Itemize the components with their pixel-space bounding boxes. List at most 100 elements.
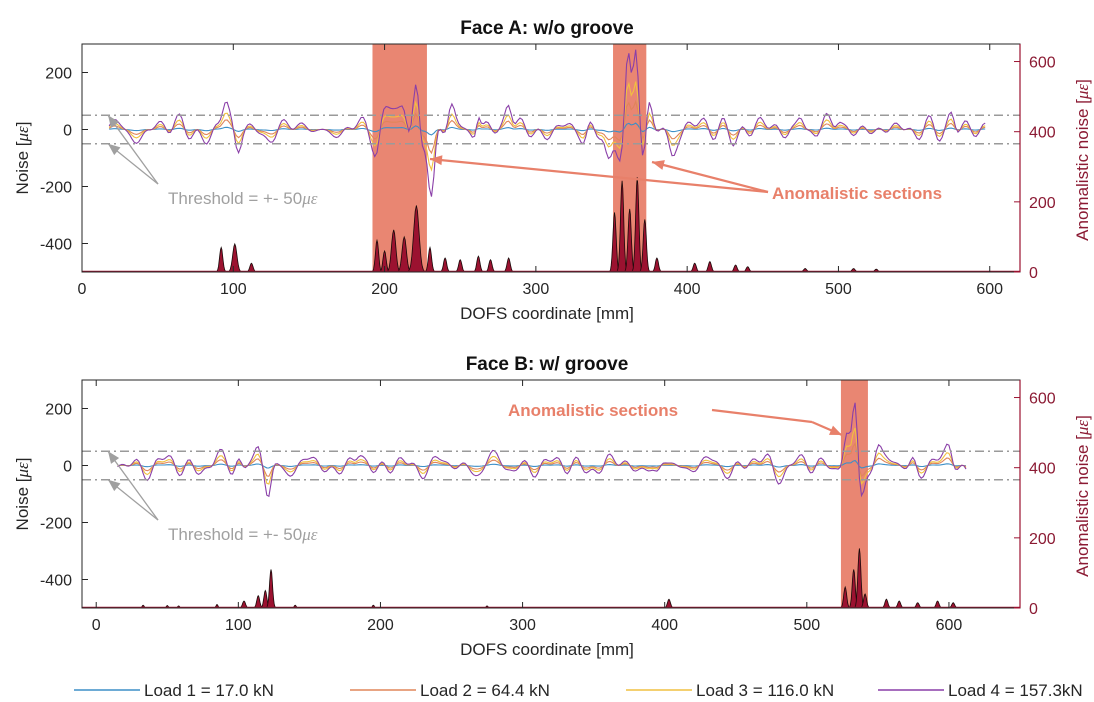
chart-title: Face A: w/o groove xyxy=(460,18,634,39)
series-line-load-4 xyxy=(117,402,967,498)
anomaly-peak xyxy=(245,262,257,272)
x-tick-label: 100 xyxy=(225,617,252,634)
x-axis-label: DOFS coordinate [mm] xyxy=(460,640,634,659)
x-tick-label: 0 xyxy=(78,281,87,298)
legend-label-load-2: Load 2 = 64.4 kN xyxy=(420,681,550,700)
y-tick-label: 0 xyxy=(63,459,72,476)
x-tick-label: 600 xyxy=(936,617,963,634)
threshold-annotation-text: Threshold = +- 50 xyxy=(168,189,302,208)
x-axis-label: DOFS coordinate [mm] xyxy=(460,304,634,323)
x-tick-label: 500 xyxy=(825,281,852,298)
panel-face-b: 0 100 200 300 400 500 600 200 0 -200 -400 600 400 200… xyxy=(13,354,1092,659)
series-line-load-3 xyxy=(108,81,986,172)
y-tick-label: -400 xyxy=(40,237,72,254)
y2-tick-label: 600 xyxy=(1029,391,1056,408)
x-tick-label: 200 xyxy=(371,281,398,298)
anomaly-area-series xyxy=(139,548,959,608)
x-tick-label: 500 xyxy=(793,617,820,634)
y2-tick-label: 200 xyxy=(1029,531,1056,548)
anomaly-peak xyxy=(454,258,466,272)
series-line-load-4 xyxy=(108,49,986,197)
x-tick-label: 0 xyxy=(92,617,101,634)
y2-axis-label: Anomalistic noise [με] xyxy=(1073,79,1092,241)
anomalistic-sections-label: Anomalistic sections xyxy=(508,401,678,420)
y-tick-label: 200 xyxy=(45,66,72,83)
y-tick-label: 200 xyxy=(45,402,72,419)
threshold-annotation: Threshold = +- 50με xyxy=(168,189,318,208)
chart-title: Face B: w/ groove xyxy=(466,354,629,375)
anomaly-peak xyxy=(689,262,701,272)
anomaly-arrow-2-head xyxy=(652,160,665,170)
y-tick-label: -200 xyxy=(40,180,72,197)
anomaly-peak xyxy=(704,260,716,272)
y2-axis-label-unit: με xyxy=(1073,420,1092,437)
legend-label-load-4: Load 4 = 157.3kN xyxy=(948,681,1083,700)
anomaly-peak xyxy=(651,257,663,272)
legend-label-load-1: Load 1 = 17.0 kN xyxy=(144,681,274,700)
x-tick-label: 400 xyxy=(674,281,701,298)
anomaly-arrow-segment xyxy=(711,408,813,424)
y2-tick-label: 200 xyxy=(1029,195,1056,212)
threshold-annotation: Threshold = +- 50με xyxy=(168,525,318,544)
x-tick-label: 100 xyxy=(220,281,247,298)
anomaly-peak xyxy=(215,246,227,272)
y2-tick-label: 600 xyxy=(1029,55,1056,72)
panel-face-a: 0 100 200 300 400 500 600 200 0 -200 -400 600 400 200… xyxy=(13,18,1092,323)
x-tick-label: 300 xyxy=(509,617,536,634)
y-axis-label-text: Noise [ xyxy=(13,141,32,194)
y2-axis-label-end: ] xyxy=(1073,415,1092,420)
y-tick-label: -400 xyxy=(40,573,72,590)
y-tick-label: 0 xyxy=(63,123,72,140)
legend: Load 1 = 17.0 kN Load 2 = 64.4 kN Load 3 =… xyxy=(74,681,1083,700)
y-axis-label: Noise [με] xyxy=(13,458,32,531)
anomaly-peak xyxy=(881,598,892,608)
y2-axis-label-text: Anomalistic noise [ xyxy=(1073,435,1092,577)
y-axis-label-text: Noise [ xyxy=(13,477,32,530)
anomaly-arrow-1 xyxy=(429,157,769,194)
threshold-arrow-lower-head xyxy=(108,143,121,156)
y-axis-label-end: ] xyxy=(13,458,32,463)
anomaly-peak xyxy=(484,258,496,272)
anomalistic-sections-label: Anomalistic sections xyxy=(772,184,942,203)
anomaly-peak xyxy=(472,255,484,272)
x-tick-label: 400 xyxy=(651,617,678,634)
y-axis-label-unit: με xyxy=(13,462,32,479)
series-line-load-2 xyxy=(108,99,986,155)
series-line-load-2 xyxy=(117,442,967,477)
y2-tick-label: 0 xyxy=(1029,601,1038,618)
y2-axis-label-end: ] xyxy=(1073,79,1092,84)
anomaly-peak xyxy=(503,257,515,272)
threshold-arrow-upper-head xyxy=(108,115,120,128)
y2-tick-label: 400 xyxy=(1029,125,1056,142)
threshold-annotation-unit: με xyxy=(301,525,318,544)
y2-tick-label: 400 xyxy=(1029,461,1056,478)
load-series-group xyxy=(108,49,986,197)
threshold-arrow-upper xyxy=(107,114,159,185)
anomaly-peak xyxy=(663,598,675,608)
threshold-arrow-upper xyxy=(107,450,159,521)
y2-tick-label: 0 xyxy=(1029,265,1038,282)
y-tick-label: -200 xyxy=(40,516,72,533)
anomaly-arrow-2 xyxy=(651,160,769,194)
anomaly-peak xyxy=(227,242,243,272)
anomaly-peak xyxy=(439,257,451,272)
anomalous-section-band xyxy=(840,380,868,608)
y2-axis-label-text: Anomalistic noise [ xyxy=(1073,99,1092,241)
x-tick-label: 600 xyxy=(976,281,1003,298)
y2-axis-label: Anomalistic noise [με] xyxy=(1073,415,1092,577)
legend-label-load-3: Load 3 = 116.0 kN xyxy=(696,681,834,700)
series-line-load-3 xyxy=(117,427,967,485)
y-axis-label-unit: με xyxy=(13,126,32,143)
threshold-arrow-lower-head xyxy=(108,479,121,492)
y2-axis-label-unit: με xyxy=(1073,84,1092,101)
plot-area-frame xyxy=(81,43,1021,273)
threshold-annotation-text: Threshold = +- 50 xyxy=(168,525,302,544)
load-series-group xyxy=(117,402,967,498)
threshold-annotation-unit: με xyxy=(301,189,318,208)
y-axis-label-end: ] xyxy=(13,122,32,127)
threshold-arrow-upper-head xyxy=(108,451,120,464)
anomaly-arrow-1-head xyxy=(430,155,443,166)
x-tick-label: 300 xyxy=(523,281,550,298)
anomaly-arrow-1-head xyxy=(829,425,842,435)
